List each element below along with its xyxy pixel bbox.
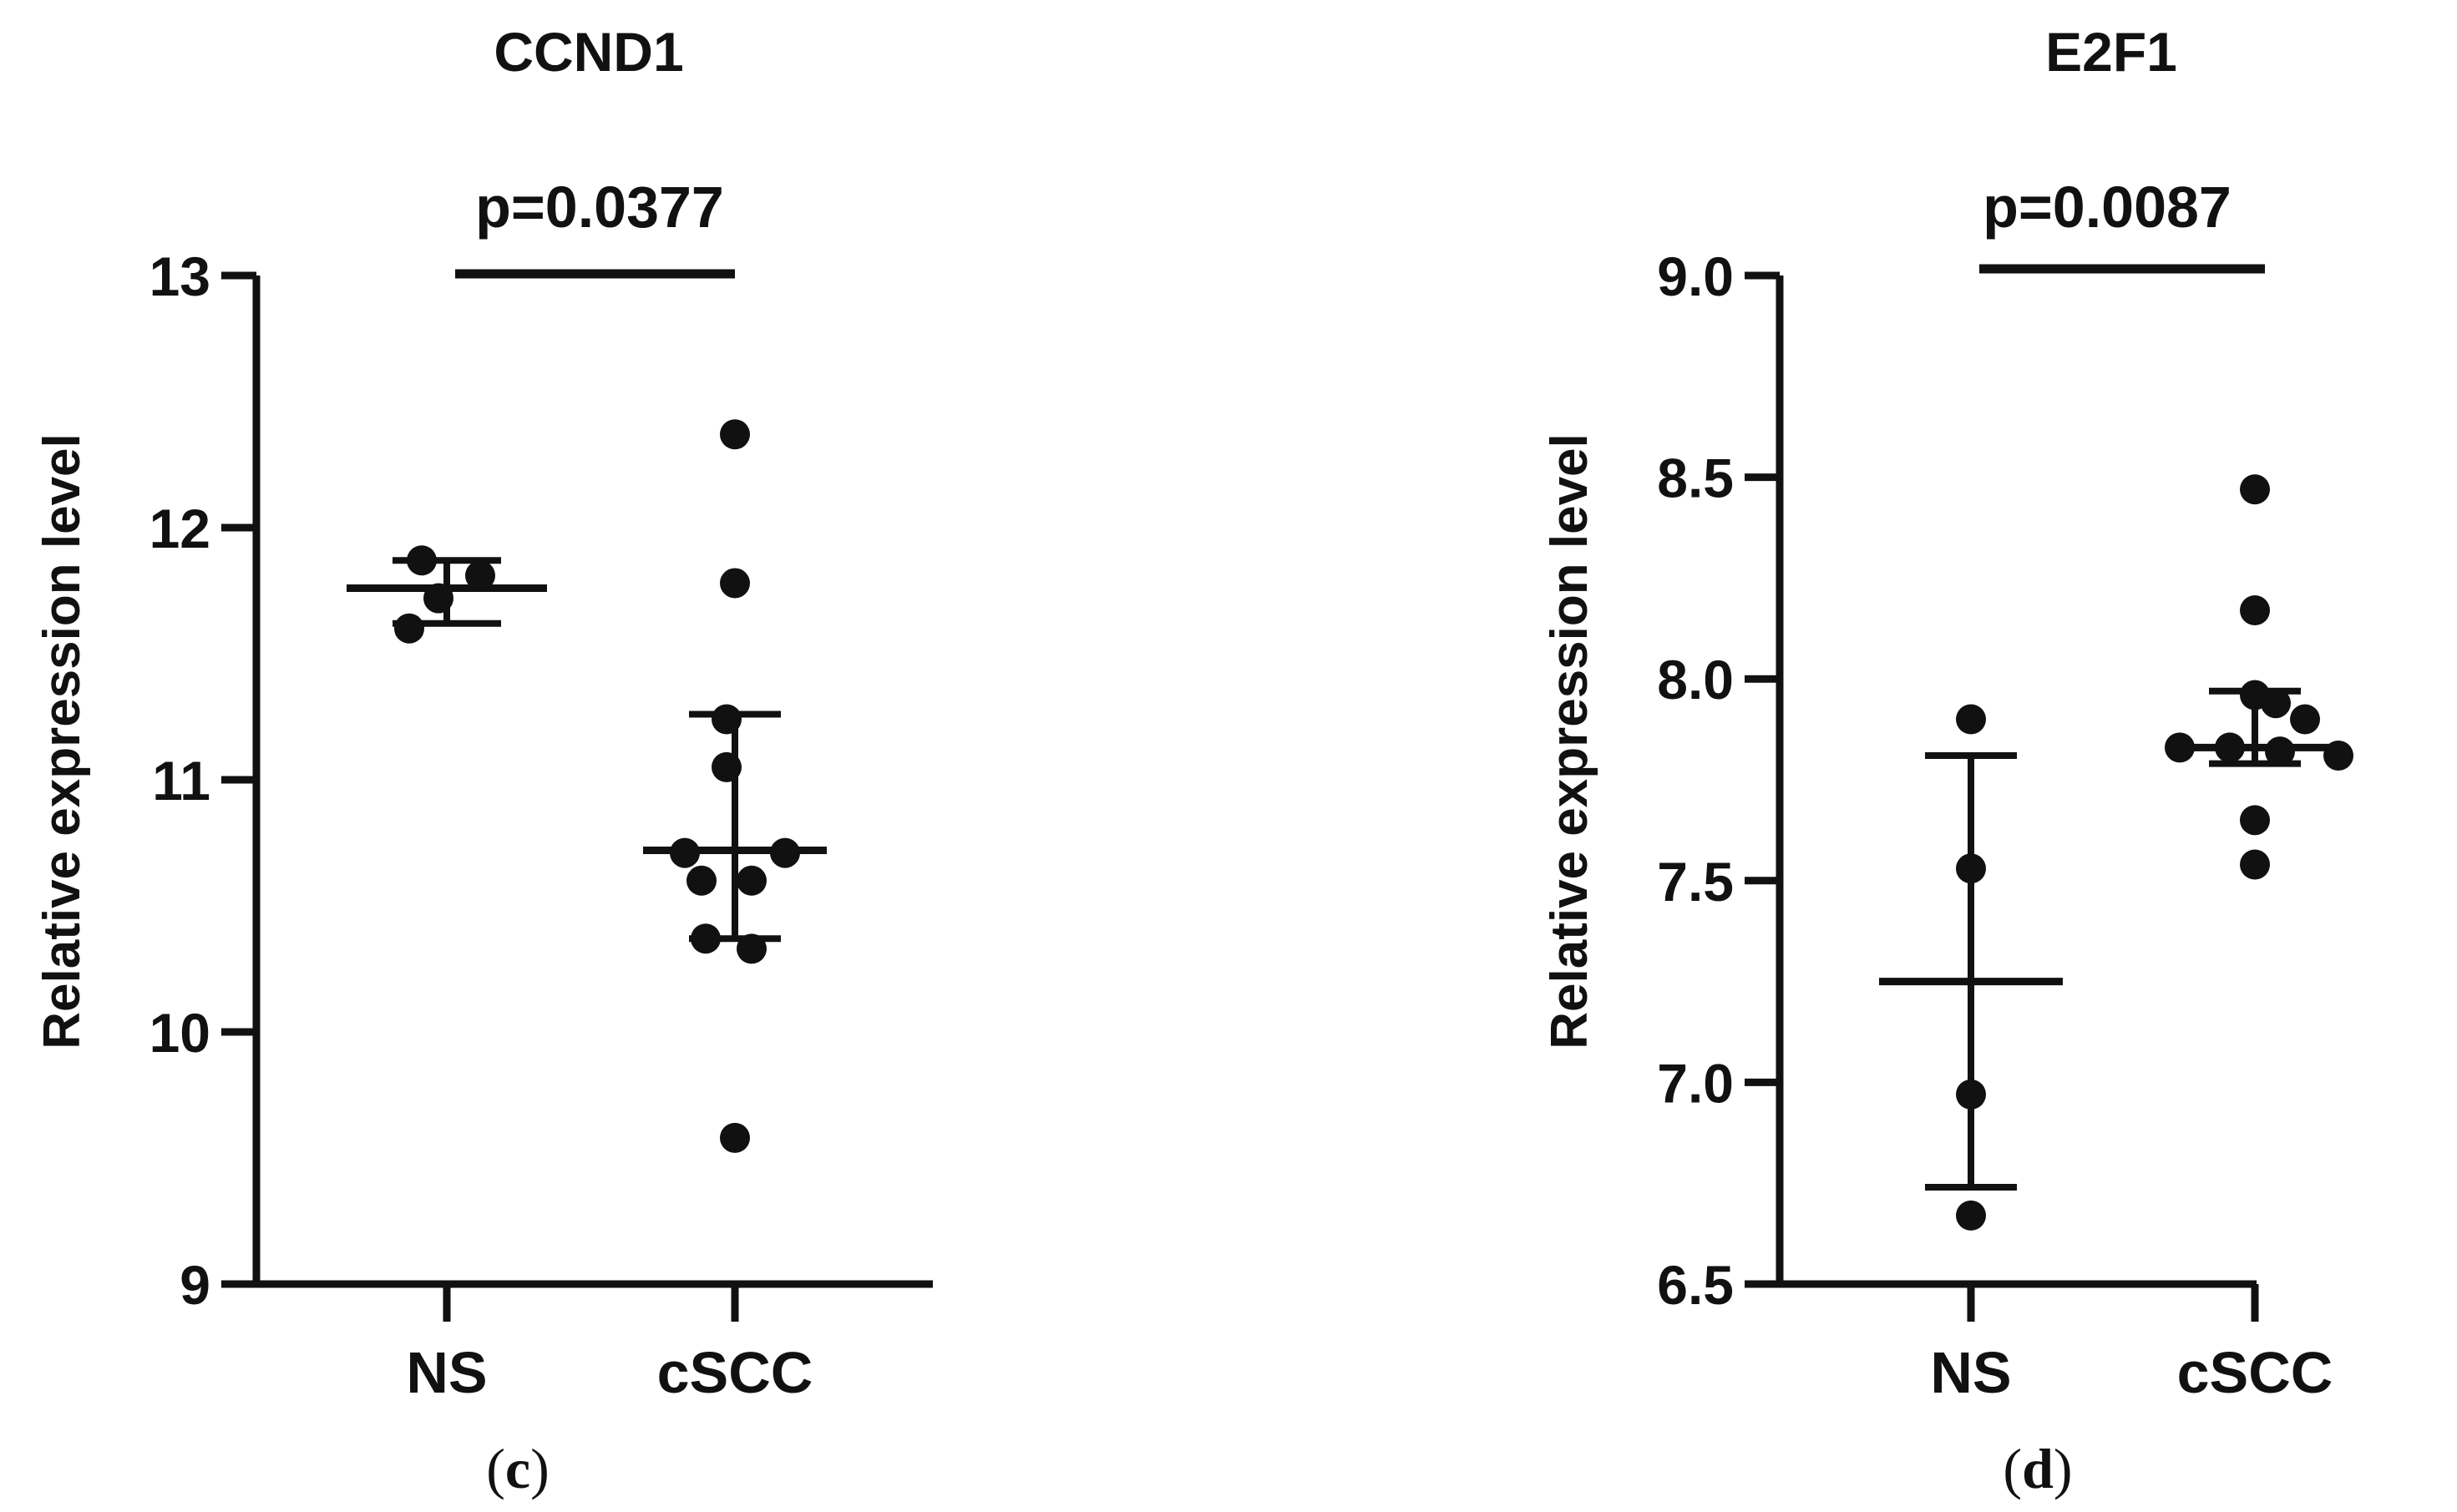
data-point (1956, 1200, 1986, 1231)
data-point (720, 568, 750, 599)
data-point (2290, 704, 2320, 735)
data-point (712, 751, 742, 782)
data-point (1956, 853, 1986, 884)
data-point (2323, 741, 2353, 771)
data-point (2240, 849, 2270, 880)
y-tick-label: 9 (180, 1254, 210, 1316)
data-point (465, 560, 495, 591)
data-point (737, 865, 767, 896)
y-tick-label: 7.0 (1657, 1052, 1734, 1114)
plot-area: 6.5 7.0 7.5 8.0 8.5 9.0 NS cSCC (1657, 245, 2353, 1405)
data-point (720, 1122, 750, 1153)
data-point (670, 837, 700, 868)
y-tick-label: 12 (149, 498, 210, 559)
data-point (2261, 688, 2291, 719)
data-point (423, 583, 453, 614)
plot-area: 9 10 11 12 13 NS cSCC (149, 245, 933, 1405)
y-tick-label: 7.5 (1657, 851, 1734, 913)
data-point (737, 933, 767, 964)
panel-letter: d (2022, 1437, 2054, 1500)
data-point (720, 419, 750, 450)
data-point (2240, 595, 2270, 626)
y-tick-label: 8.0 (1657, 649, 1734, 710)
panel-label: (c) (486, 1437, 550, 1500)
panel-d: E2F1 p=0.0087 Relative expression level … (1541, 21, 2353, 1500)
x-tick-label: NS (406, 1340, 487, 1405)
data-point (770, 837, 800, 868)
data-point (691, 923, 721, 954)
data-point (2240, 805, 2270, 836)
p-value-label: p=0.0087 (1983, 174, 2232, 240)
data-point (407, 545, 437, 576)
data-point (2240, 474, 2270, 505)
y-tick-label: 8.5 (1657, 448, 1734, 509)
p-value-label: p=0.0377 (475, 174, 724, 240)
x-tick-label: cSCC (657, 1340, 813, 1405)
y-tick-label: 13 (149, 245, 210, 307)
y-axis-label: Relative expression level (1541, 433, 1598, 1049)
data-point (2215, 732, 2245, 763)
y-axis-label: Relative expression level (33, 433, 91, 1049)
y-tick-label: 9.0 (1657, 245, 1734, 307)
x-tick-label: cSCC (2177, 1340, 2333, 1405)
y-tick-label: 6.5 (1657, 1254, 1734, 1316)
data-point (1956, 1079, 1986, 1110)
data-point (394, 613, 424, 644)
panel-label: (d) (2003, 1437, 2072, 1500)
panel-c: CCND1 p=0.0377 Relative expression level… (33, 21, 933, 1500)
y-tick-label: 11 (152, 750, 210, 812)
chart-title: E2F1 (2045, 21, 2177, 83)
data-point (2265, 736, 2295, 767)
x-tick-label: NS (1930, 1340, 2011, 1405)
data-point (1956, 704, 1986, 735)
data-point (2165, 732, 2195, 763)
panel-letter: c (505, 1437, 530, 1500)
data-point (712, 704, 742, 735)
data-point (686, 865, 717, 896)
chart-title: CCND1 (494, 21, 683, 83)
y-tick-label: 10 (149, 1002, 210, 1064)
